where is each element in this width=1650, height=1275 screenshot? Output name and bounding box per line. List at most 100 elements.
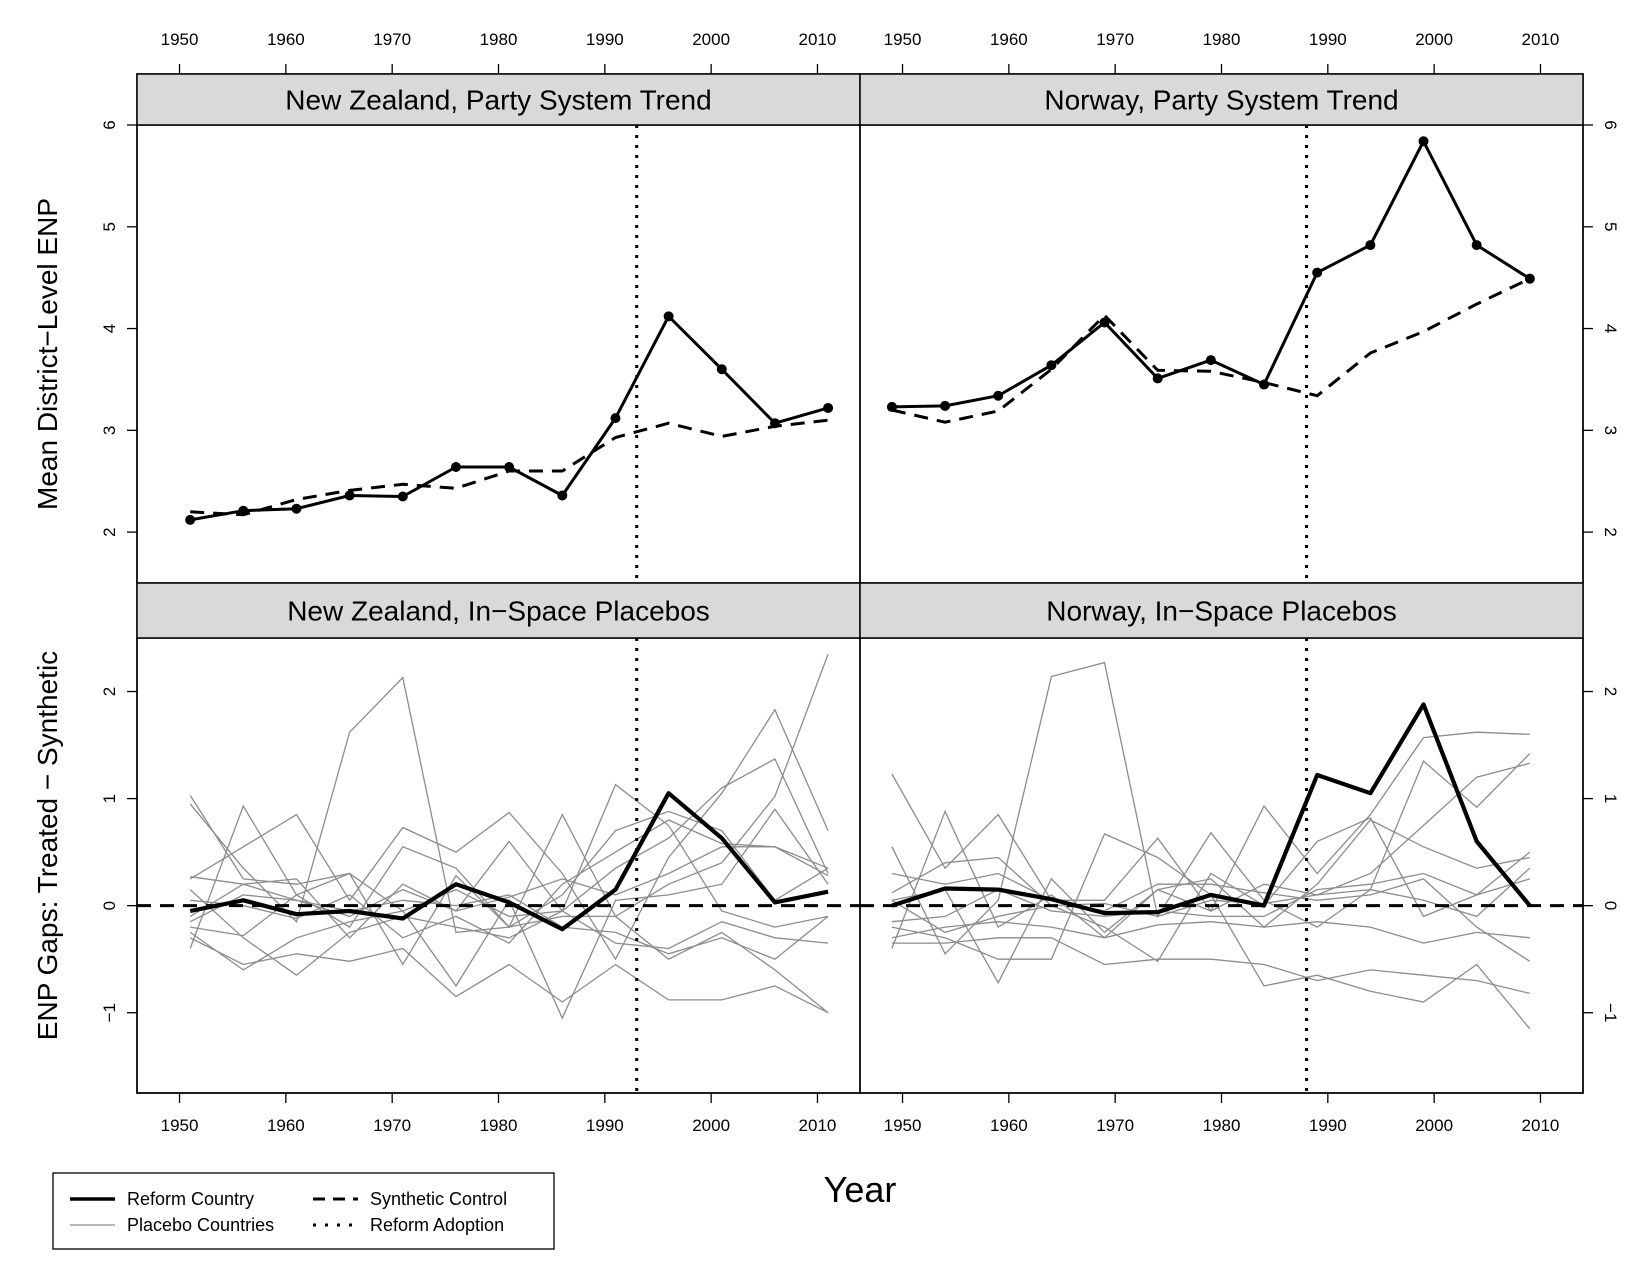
reform-country-point: [1524, 273, 1535, 284]
legend-label: Reform Country: [127, 1189, 254, 1209]
x-tick-label: 1990: [586, 1116, 624, 1135]
x-tick-label: 1970: [1096, 1116, 1134, 1135]
y-tick-label-right: 4: [1601, 324, 1620, 333]
y-tick-label-left: 2: [100, 687, 119, 696]
strip-background: [859, 73, 1584, 126]
legend-label: Placebo Countries: [127, 1215, 274, 1235]
y-tick-label-left: 1: [100, 794, 119, 803]
placebo-line-7: [189, 937, 829, 1014]
reform-country-point: [557, 490, 568, 501]
y-tick-label-right: 2: [1601, 527, 1620, 536]
reform-country-point: [1365, 240, 1376, 251]
reform-country-point: [291, 503, 302, 514]
reform-country-point: [1099, 317, 1110, 328]
panel-gaps-nz: [136, 637, 861, 1094]
reform-country-point: [769, 418, 780, 429]
placebo-line-4: [189, 804, 829, 966]
x-tick-label: 1950: [884, 1116, 922, 1135]
x-tick-label: 1960: [990, 1116, 1028, 1135]
placebo-line-1: [189, 783, 829, 928]
reform-country-point: [610, 413, 621, 424]
y-tick-label-right: 3: [1601, 426, 1620, 435]
x-tick-label: 2010: [799, 30, 837, 49]
reform-country-line: [891, 139, 1531, 409]
reform-country-point: [1312, 267, 1323, 278]
x-tick-label: 1990: [1309, 1116, 1347, 1135]
x-tick-label: 1960: [267, 1116, 305, 1135]
y-tick-label-right: 0: [1601, 901, 1620, 910]
y-tick-label-left: 4: [100, 324, 119, 333]
x-tick-label: 1970: [373, 30, 411, 49]
placebo-line-4: [891, 819, 1530, 985]
reform-country-point: [993, 390, 1004, 401]
placebo-line-11: [891, 867, 1531, 934]
reform-country-point: [504, 461, 515, 472]
x-tick-label: 1990: [586, 30, 624, 49]
y-tick-label-left: 5: [100, 222, 119, 231]
placebo-line-11: [190, 819, 829, 944]
placebo-line-5: [891, 833, 1531, 1030]
x-tick-label: 2010: [1522, 1116, 1560, 1135]
axis-labels: Mean District−Level ENP ENP Gaps: Treated…: [32, 198, 896, 1210]
x-tick-label: 2000: [1415, 30, 1453, 49]
x-tick-label: 1970: [373, 1116, 411, 1135]
strip-background: [136, 73, 861, 126]
panel-title: Norway, Party System Trend: [1044, 85, 1398, 116]
placebo-line-12: [189, 894, 829, 960]
reform-country-point: [238, 505, 249, 516]
x-tick-label: 1950: [161, 1116, 199, 1135]
reform-country-point: [940, 400, 951, 411]
x-tick-label: 1950: [884, 30, 922, 49]
placebo-line-9: [891, 872, 1531, 962]
panel-title: Norway, In−Space Placebos: [1046, 596, 1396, 627]
x-tick-label: 1980: [1203, 1116, 1241, 1135]
y-tick-label-left: 2: [100, 527, 119, 536]
panel-frame: [136, 637, 861, 1094]
reform-country-point: [663, 311, 674, 322]
x-tick-label: 1980: [480, 30, 518, 49]
reform-country-point: [886, 401, 897, 412]
panel-gaps-no: [859, 637, 1584, 1094]
reform-country-point: [1152, 373, 1163, 384]
y-tick-label-right: 2: [1601, 687, 1620, 696]
legend: Reform Country Synthetic Control Placebo C…: [52, 1172, 555, 1250]
reform-country-point: [344, 490, 355, 501]
y-tick-label-right: 6: [1601, 120, 1620, 129]
y-tick-label-left: 3: [100, 426, 119, 435]
placebo-line-6: [891, 937, 1530, 995]
reform-country-point: [397, 491, 408, 502]
legend-label: Synthetic Control: [370, 1189, 507, 1209]
x-tick-label: 2010: [799, 1116, 837, 1135]
placebo-line-5: [190, 758, 829, 939]
placebo-line-10: [891, 921, 1530, 944]
x-tick-label: 1950: [161, 30, 199, 49]
placebo-line-3: [891, 762, 1530, 949]
y-tick-label-right: −1: [1601, 1003, 1620, 1022]
x-tick-label: 1980: [480, 1116, 518, 1135]
reform-country-point: [1046, 360, 1057, 371]
x-tick-label: 1960: [990, 30, 1028, 49]
placebo-line-8: [891, 872, 1530, 923]
reform-country-point: [716, 364, 727, 375]
y-tick-label-left: 6: [100, 120, 119, 129]
axes: 1950 1960 1970 1980 1990 2000 2010 1950 1960 1970…: [100, 30, 1620, 1135]
y-tick-label-left: −1: [100, 1003, 119, 1022]
reform-country-point: [185, 514, 196, 525]
synthetic-control-line: [891, 277, 1531, 424]
panel-frame: [859, 124, 1584, 584]
reform-country-point: [1418, 136, 1429, 147]
reform-country-point: [1259, 379, 1270, 390]
x-tick-label: 2010: [1522, 30, 1560, 49]
reform-country-point: [450, 461, 461, 472]
x-tick-label: 2000: [692, 30, 730, 49]
y-tick-label-right: 5: [1601, 222, 1620, 231]
x-tick-label: 1970: [1096, 30, 1134, 49]
reform-gap-line: [189, 791, 829, 932]
y-axis-label: ENP Gaps: Treated − Synthetic: [32, 651, 63, 1040]
strip-headers: New Zealand, Party System Trend Norway, P…: [136, 73, 1584, 639]
placebo-line-2: [189, 653, 829, 934]
placebo-line-6: [190, 813, 829, 1014]
placebo-line-8: [189, 889, 829, 977]
placebo-line-3: [189, 708, 829, 961]
